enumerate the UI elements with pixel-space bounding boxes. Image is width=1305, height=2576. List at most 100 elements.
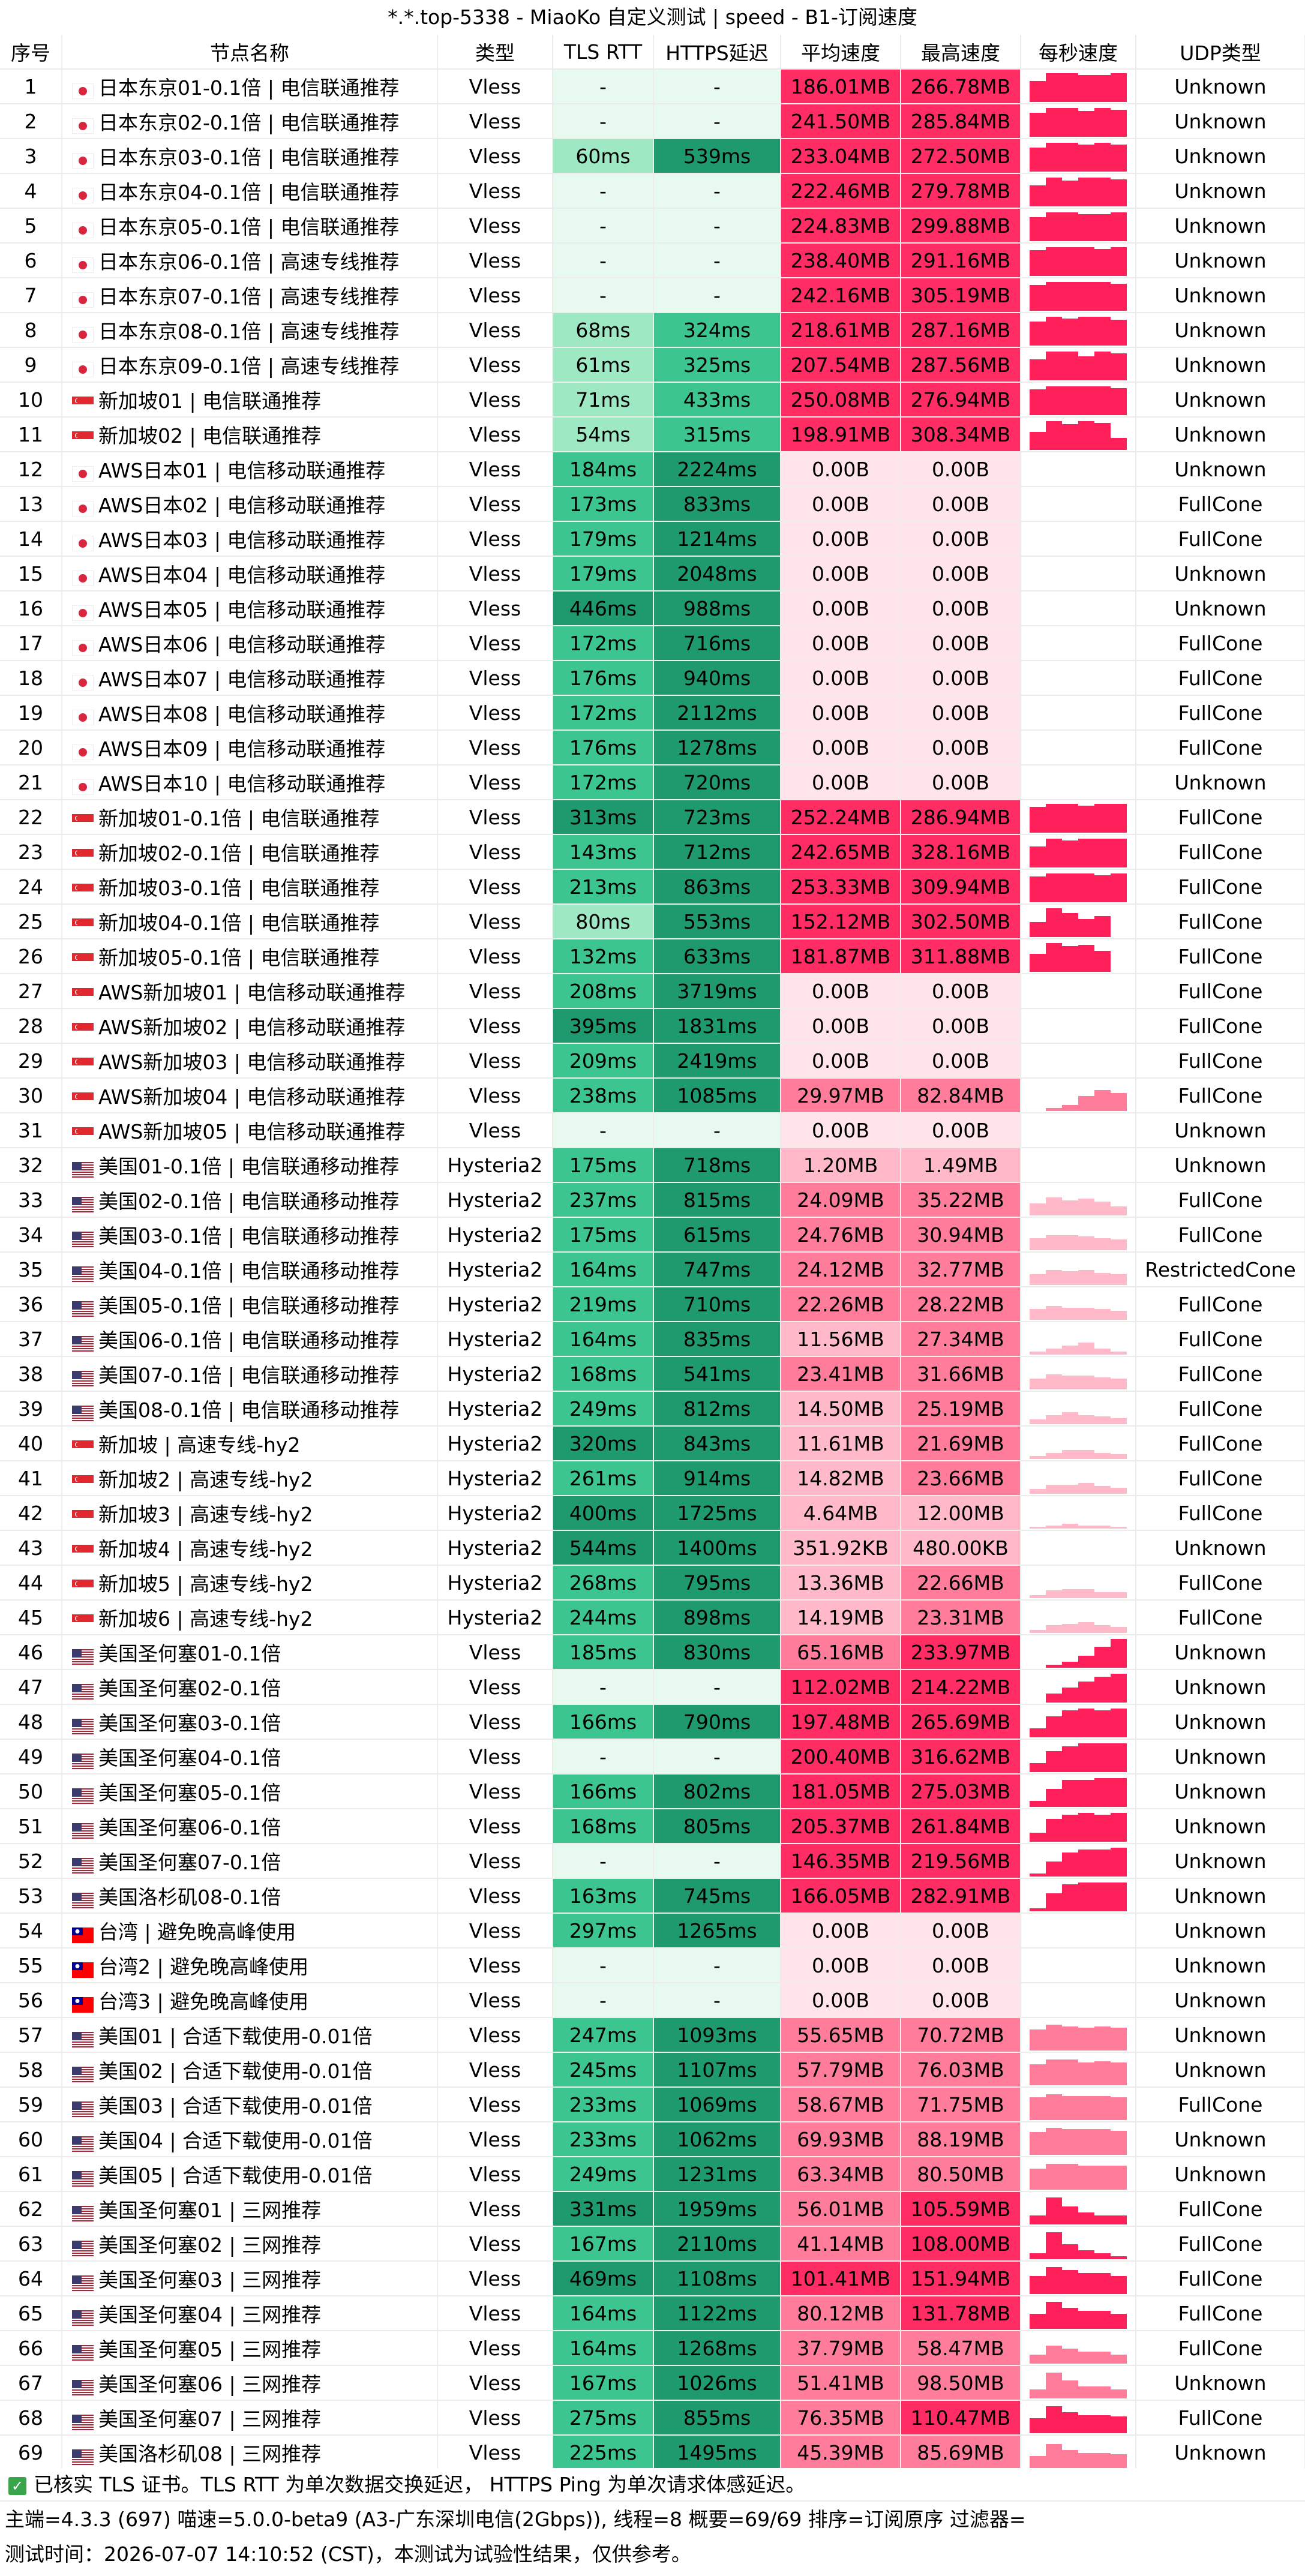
row-node-name: 日本东京05-0.1倍 | 电信联通推荐	[62, 208, 438, 244]
table-row: 51 美国圣何塞06-0.1倍 Vless 168ms 805ms 205.37MB 261…	[0, 1809, 1305, 1844]
row-max-speed: 76.03MB	[901, 2052, 1021, 2088]
spark-bar	[1062, 1450, 1078, 1459]
row-udp-type: FullCone	[1136, 521, 1305, 557]
row-https-latency: -	[653, 208, 781, 244]
row-https-latency: 3719ms	[653, 974, 781, 1009]
row-avg-speed: 200.40MB	[781, 1739, 901, 1775]
per-second-sparkline	[1030, 1532, 1127, 1563]
per-second-sparkline	[1030, 836, 1127, 867]
row-index: 52	[0, 1844, 62, 1879]
spark-bar	[1111, 1709, 1127, 1737]
row-tls-rtt: -	[553, 1739, 654, 1775]
spark-bar	[1046, 1235, 1062, 1250]
per-second-sparkline	[1030, 175, 1127, 206]
row-node-name: 新加坡05-0.1倍 | 电信联通推荐	[62, 939, 438, 974]
row-node-name: 新加坡6 | 高速专线-hy2	[62, 1600, 438, 1635]
row-type: Vless	[437, 1774, 553, 1809]
row-spark	[1021, 2226, 1136, 2262]
row-max-speed: 131.78MB	[901, 2296, 1021, 2331]
per-second-sparkline	[1030, 662, 1127, 693]
spark-bar	[1111, 1883, 1127, 1911]
row-avg-speed: 56.01MB	[781, 2191, 901, 2227]
spark-bar	[1094, 1625, 1111, 1633]
jp-flag-icon	[71, 498, 94, 517]
table-row: 21 AWS日本10 | 电信移动联通推荐 Vless 172ms 720ms 0.00B…	[0, 765, 1305, 800]
row-node-name: 美国圣何塞05-0.1倍	[62, 1774, 438, 1809]
row-avg-speed: 181.05MB	[781, 1774, 901, 1809]
table-row: 18 AWS日本07 | 电信移动联通推荐 Vless 176ms 940ms 0.00B…	[0, 660, 1305, 696]
per-second-sparkline	[1030, 697, 1127, 728]
spark-bar	[1078, 873, 1094, 902]
row-tls-rtt: 179ms	[553, 556, 654, 592]
row-node-name: AWS日本07 | 电信移动联通推荐	[62, 660, 438, 696]
row-https-latency: 718ms	[653, 1148, 781, 1183]
node-name-text: 美国04-0.1倍 | 电信联通移动推荐	[98, 1259, 400, 1283]
row-https-latency: -	[653, 69, 781, 104]
spark-bar	[1046, 2373, 1062, 2398]
row-spark	[1021, 626, 1136, 661]
spark-bar	[1030, 432, 1046, 450]
row-index: 21	[0, 765, 62, 800]
node-name-text: 美国圣何塞07-0.1倍	[98, 1851, 281, 1874]
row-spark	[1021, 1322, 1136, 1357]
row-udp-type: FullCone	[1136, 1322, 1305, 1357]
row-type: Vless	[437, 1043, 553, 1079]
spark-bar	[1062, 2164, 1078, 2190]
spark-bar	[1046, 2025, 1062, 2050]
row-max-speed: 0.00B	[901, 556, 1021, 592]
row-type: Hysteria2	[437, 1217, 553, 1253]
row-spark	[1021, 1878, 1136, 1914]
row-https-latency: 898ms	[653, 1600, 781, 1635]
row-max-speed: 28.22MB	[901, 1287, 1021, 1322]
us-flag-icon	[72, 2377, 94, 2395]
us-flag-icon	[72, 2342, 94, 2361]
spark-bar	[1062, 73, 1078, 102]
spark-bar	[1094, 1416, 1111, 1424]
row-tls-rtt: 395ms	[553, 1008, 654, 1044]
row-max-speed: 85.69MB	[901, 2435, 1021, 2470]
row-index: 60	[0, 2122, 62, 2157]
spark-bar	[1078, 1270, 1094, 1285]
row-index: 26	[0, 939, 62, 974]
col-header-node-name: 节点名称	[62, 35, 438, 70]
us-flag-icon	[72, 1333, 94, 1352]
row-tls-rtt: 168ms	[553, 1356, 654, 1392]
row-udp-type: FullCone	[1136, 1461, 1305, 1496]
row-udp-type: FullCone	[1136, 1078, 1305, 1113]
row-udp-type: Unknown	[1136, 1530, 1305, 1566]
spark-bar	[1030, 1595, 1046, 1598]
row-max-speed: 291.16MB	[901, 243, 1021, 278]
row-spark	[1021, 521, 1136, 557]
spark-bar	[1062, 1853, 1078, 1877]
node-name-text: 美国06-0.1倍 | 电信联通移动推荐	[98, 1329, 400, 1352]
spark-bar	[1094, 2129, 1111, 2155]
row-type: Vless	[437, 1670, 553, 1705]
spark-bar	[1111, 1639, 1127, 1668]
spark-bar	[1111, 2166, 1127, 2190]
row-type: Vless	[437, 487, 553, 522]
us-flag-icon	[72, 1194, 94, 1212]
row-node-name: 新加坡01-0.1倍 | 电信联通推荐	[62, 800, 438, 835]
spark-bar	[1046, 1625, 1062, 1633]
spark-bar	[1094, 1743, 1111, 1772]
table-row: 39 美国08-0.1倍 | 电信联通移动推荐 Hysteria2 249ms 812m…	[0, 1391, 1305, 1427]
spark-bar	[1078, 75, 1094, 102]
node-name-text: AWS日本01 | 电信移动联通推荐	[98, 459, 386, 482]
row-max-speed: 30.94MB	[901, 1217, 1021, 1253]
per-second-sparkline	[1030, 488, 1127, 520]
row-tls-rtt: -	[553, 1948, 654, 1983]
row-max-speed: 0.00B	[901, 1008, 1021, 1044]
per-second-sparkline	[1030, 245, 1127, 276]
spark-bar	[1094, 2386, 1111, 2398]
sg-flag-icon	[72, 1437, 94, 1456]
per-second-sparkline	[1030, 2263, 1127, 2294]
footer-note-text: 已核实 TLS 证书。TLS RTT 为单次数据交换延迟， HTTPS Ping…	[34, 2473, 806, 2496]
sg-flag-icon	[72, 1542, 94, 1560]
spark-bar	[1030, 81, 1046, 102]
row-spark	[1021, 1635, 1136, 1670]
spark-bar	[1094, 875, 1111, 902]
spark-bar	[1111, 2131, 1127, 2155]
row-tls-rtt: 175ms	[553, 1217, 654, 1253]
per-second-sparkline	[1030, 1741, 1127, 1772]
row-udp-type: Unknown	[1136, 313, 1305, 348]
